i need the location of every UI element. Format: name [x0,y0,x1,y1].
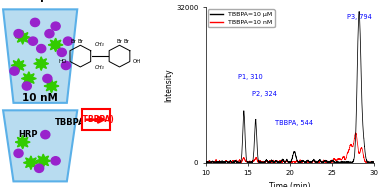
Text: HO: HO [59,59,67,64]
Circle shape [35,164,44,172]
Polygon shape [15,31,30,44]
Text: CH₃: CH₃ [95,42,105,47]
Text: HRP: HRP [19,130,38,139]
Bar [82,109,110,130]
Y-axis label: Intensity: Intensity [164,68,173,102]
Circle shape [37,45,46,53]
Text: OH: OH [132,59,141,64]
Text: Br: Br [116,39,122,44]
Text: (TBBPA): (TBBPA) [79,115,114,124]
Polygon shape [34,57,49,70]
Circle shape [14,149,23,157]
Text: Br: Br [124,39,130,44]
Circle shape [41,131,50,139]
Polygon shape [23,156,38,169]
Circle shape [51,157,60,165]
X-axis label: Time (min): Time (min) [270,182,311,187]
Circle shape [57,48,66,56]
Polygon shape [3,110,77,181]
Polygon shape [22,72,36,85]
Text: Br: Br [77,39,83,44]
Circle shape [10,67,19,75]
Text: P1, 310: P1, 310 [238,74,263,80]
Text: Br: Br [70,39,76,44]
Polygon shape [11,59,26,72]
Polygon shape [44,79,59,93]
Text: TBBPA, 544: TBBPA, 544 [275,120,313,126]
Circle shape [43,74,52,83]
Text: P3, 794: P3, 794 [347,14,372,20]
Text: P2, 324: P2, 324 [252,91,277,97]
Polygon shape [3,9,77,103]
Polygon shape [15,135,30,149]
Legend: TBBPA=10 μM, TBBPA=10 nM: TBBPA=10 μM, TBBPA=10 nM [208,9,275,27]
Circle shape [14,30,23,38]
Text: CH₃: CH₃ [95,65,105,70]
Polygon shape [48,38,63,52]
Text: TBBPA: TBBPA [54,118,85,127]
Circle shape [51,22,60,30]
Circle shape [64,37,73,45]
Circle shape [45,30,54,38]
Circle shape [61,61,70,70]
Circle shape [28,37,37,45]
Circle shape [31,18,40,27]
Text: 10 μM: 10 μM [22,0,58,2]
Polygon shape [36,154,51,168]
Circle shape [22,82,31,90]
Text: 10 nM: 10 nM [22,93,58,103]
